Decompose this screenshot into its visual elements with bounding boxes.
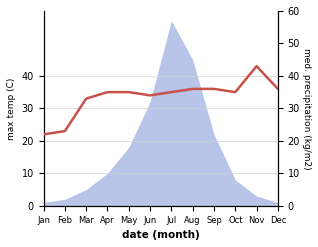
Y-axis label: max temp (C): max temp (C) xyxy=(7,77,16,140)
Y-axis label: med. precipitation (kg/m2): med. precipitation (kg/m2) xyxy=(302,48,311,169)
X-axis label: date (month): date (month) xyxy=(122,230,200,240)
